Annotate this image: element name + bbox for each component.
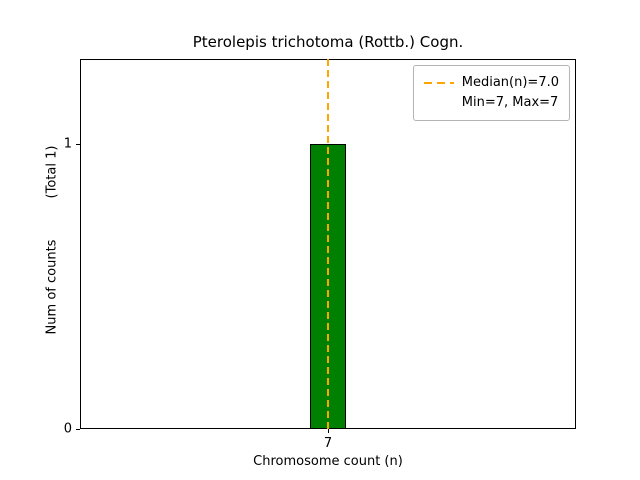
legend-sample-empty xyxy=(424,102,454,104)
legend-label: Min=7, Max=7 xyxy=(461,95,559,110)
median-line xyxy=(327,59,329,429)
y-tick-mark xyxy=(76,428,80,430)
y-tick-label: 1 xyxy=(63,136,72,152)
y-tick-label: 0 xyxy=(63,421,72,437)
y-axis-total-label: (Total 1) xyxy=(44,145,60,199)
legend-label: Median(n)=7.0 xyxy=(461,75,559,90)
x-tick-mark xyxy=(328,429,329,433)
chart-title: Pterolepis trichotoma (Rottb.) Cogn. xyxy=(192,33,464,51)
median-dashed-line-icon xyxy=(423,82,454,84)
x-tick-label: 7 xyxy=(323,436,333,451)
x-axis-label: Chromosome count (n) xyxy=(253,454,403,469)
y-tick-mark xyxy=(76,143,80,145)
legend-row: Median(n)=7.0 xyxy=(423,73,559,93)
legend: Median(n)=7.0 Min=7, Max=7 xyxy=(412,65,570,121)
legend-row: Min=7, Max=7 xyxy=(424,93,559,113)
y-axis-label: Num of counts xyxy=(44,239,60,335)
